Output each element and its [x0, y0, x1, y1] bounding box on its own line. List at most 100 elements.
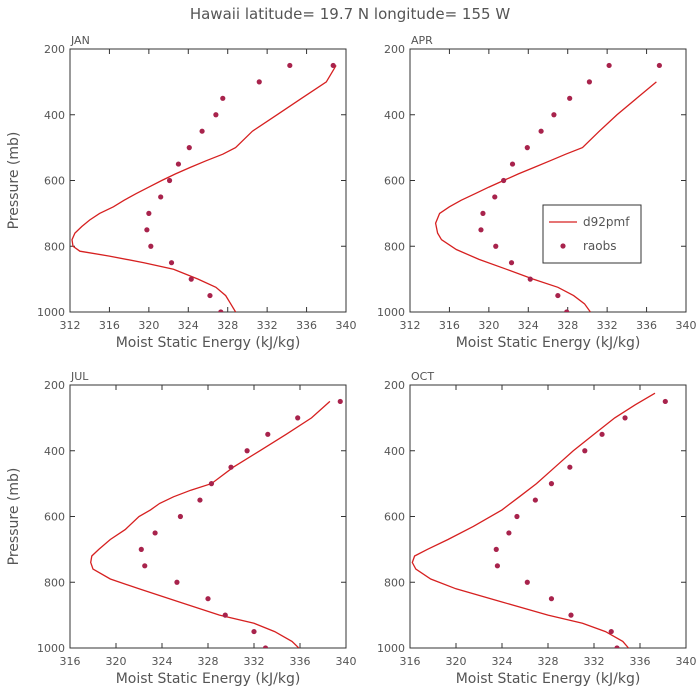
- data-point-raobs: [548, 481, 555, 487]
- data-point-raobs: [146, 210, 152, 216]
- x-tick-label: 320: [106, 655, 127, 668]
- data-point-raobs: [506, 530, 512, 536]
- data-point-raobs: [527, 276, 533, 282]
- x-tick-label: 316: [99, 319, 120, 332]
- y-tick-label: 800: [384, 240, 405, 253]
- data-point-raobs: [524, 579, 530, 585]
- data-point-raobs: [509, 161, 516, 167]
- data-point-raobs: [142, 563, 148, 569]
- panel-label: APR: [411, 34, 433, 47]
- x-tick-label: 328: [538, 655, 559, 668]
- y-tick-label: 200: [44, 379, 65, 392]
- y-tick-label: 800: [384, 576, 405, 589]
- y-tick-label: 1000: [37, 642, 65, 655]
- data-point-raobs: [493, 243, 499, 249]
- y-tick-label: 200: [44, 43, 65, 56]
- data-point-raobs: [494, 563, 500, 569]
- data-point-raobs: [492, 194, 498, 200]
- x-tick-label: 312: [60, 319, 81, 332]
- x-tick-label: 328: [198, 655, 219, 668]
- y-axis-label: Pressure (mb): [6, 132, 22, 230]
- data-point-raobs: [501, 177, 507, 184]
- y-tick-label: 600: [384, 511, 405, 524]
- x-axis-label: Moist Static Energy (kJ/kg): [116, 335, 301, 351]
- x-tick-label: 324: [178, 319, 199, 332]
- y-tick-label: 600: [384, 175, 405, 188]
- legend: d92pmf raobs: [542, 204, 642, 264]
- data-point-raobs: [551, 112, 557, 118]
- data-point-raobs: [295, 415, 301, 421]
- data-point-raobs: [207, 292, 213, 299]
- data-point-raobs: [586, 79, 593, 85]
- data-point-raobs: [656, 62, 662, 69]
- data-point-raobs: [567, 464, 573, 470]
- panel-label: JUL: [70, 370, 89, 383]
- data-point-raobs: [152, 530, 158, 536]
- x-axis-label: Moist Static Energy (kJ/kg): [116, 671, 301, 687]
- x-tick-label: 320: [138, 319, 159, 332]
- y-tick-label: 400: [44, 445, 65, 458]
- data-point-raobs: [166, 177, 173, 184]
- data-point-raobs: [144, 227, 150, 233]
- data-point-raobs: [538, 128, 544, 134]
- x-tick-label: 336: [290, 655, 311, 668]
- x-tick-label: 324: [492, 655, 513, 668]
- data-point-raobs: [186, 145, 192, 151]
- x-tick-label: 336: [636, 319, 657, 332]
- x-tick-label: 332: [244, 655, 265, 668]
- panel-label: JAN: [70, 34, 90, 47]
- data-point-raobs: [662, 398, 668, 405]
- data-point-raobs: [548, 596, 555, 602]
- data-point-raobs: [175, 161, 182, 167]
- data-point-raobs: [262, 645, 269, 648]
- y-tick-label: 1000: [37, 306, 65, 319]
- data-point-raobs: [622, 415, 628, 421]
- data-point-raobs: [337, 398, 343, 405]
- data-point-raobs: [330, 62, 336, 69]
- x-axis-label: Moist Static Energy (kJ/kg): [456, 335, 641, 351]
- y-axis-label: Pressure (mb): [6, 468, 22, 566]
- x-tick-label: 336: [630, 655, 651, 668]
- series-group: [90, 398, 343, 648]
- y-tick-label: 400: [44, 109, 65, 122]
- legend-box: [542, 204, 642, 264]
- x-tick-label: 340: [336, 655, 357, 668]
- data-point-raobs: [158, 194, 164, 200]
- data-point-raobs: [599, 431, 605, 437]
- x-tick-label: 320: [446, 655, 467, 668]
- y-tick-label: 200: [384, 379, 405, 392]
- y-tick-label: 800: [44, 240, 65, 253]
- x-tick-label: 332: [597, 319, 618, 332]
- data-point-raobs: [148, 243, 154, 249]
- data-point-raobs: [256, 79, 262, 85]
- y-tick-label: 600: [44, 175, 65, 188]
- data-point-raobs: [174, 579, 180, 585]
- legend-dot-swatch: [560, 243, 566, 249]
- series-line-d92pmf: [434, 81, 657, 312]
- data-point-raobs: [188, 276, 194, 282]
- x-tick-label: 328: [557, 319, 578, 332]
- x-axis-label: Moist Static Energy (kJ/kg): [456, 671, 641, 687]
- panel-jan: JAN 312 316 320 324 328 332 336 340 200 400 600 800 1…: [6, 34, 357, 351]
- y-tick-label: 1000: [377, 306, 405, 319]
- data-point-raobs: [493, 546, 499, 552]
- x-tick-label: 316: [60, 655, 81, 668]
- data-point-raobs: [199, 128, 205, 134]
- data-point-raobs: [168, 260, 175, 266]
- legend-entry: raobs: [583, 239, 617, 253]
- x-tick-label: 340: [676, 655, 697, 668]
- panel-oct: OCT 316 320 324 328 332 336 340 200 400 600 800 1000…: [377, 370, 697, 687]
- data-point-raobs: [244, 448, 250, 454]
- data-point-raobs: [251, 628, 257, 635]
- y-tick-label: 400: [384, 109, 405, 122]
- panel-label: OCT: [411, 370, 434, 383]
- x-tick-label: 332: [257, 319, 278, 332]
- data-point-raobs: [564, 309, 570, 312]
- data-point-raobs: [177, 513, 183, 520]
- x-tick-label: 316: [439, 319, 460, 332]
- data-point-raobs: [480, 210, 486, 216]
- legend-entry: d92pmf: [583, 215, 630, 229]
- plot-frame: [69, 384, 347, 649]
- data-point-raobs: [508, 260, 515, 266]
